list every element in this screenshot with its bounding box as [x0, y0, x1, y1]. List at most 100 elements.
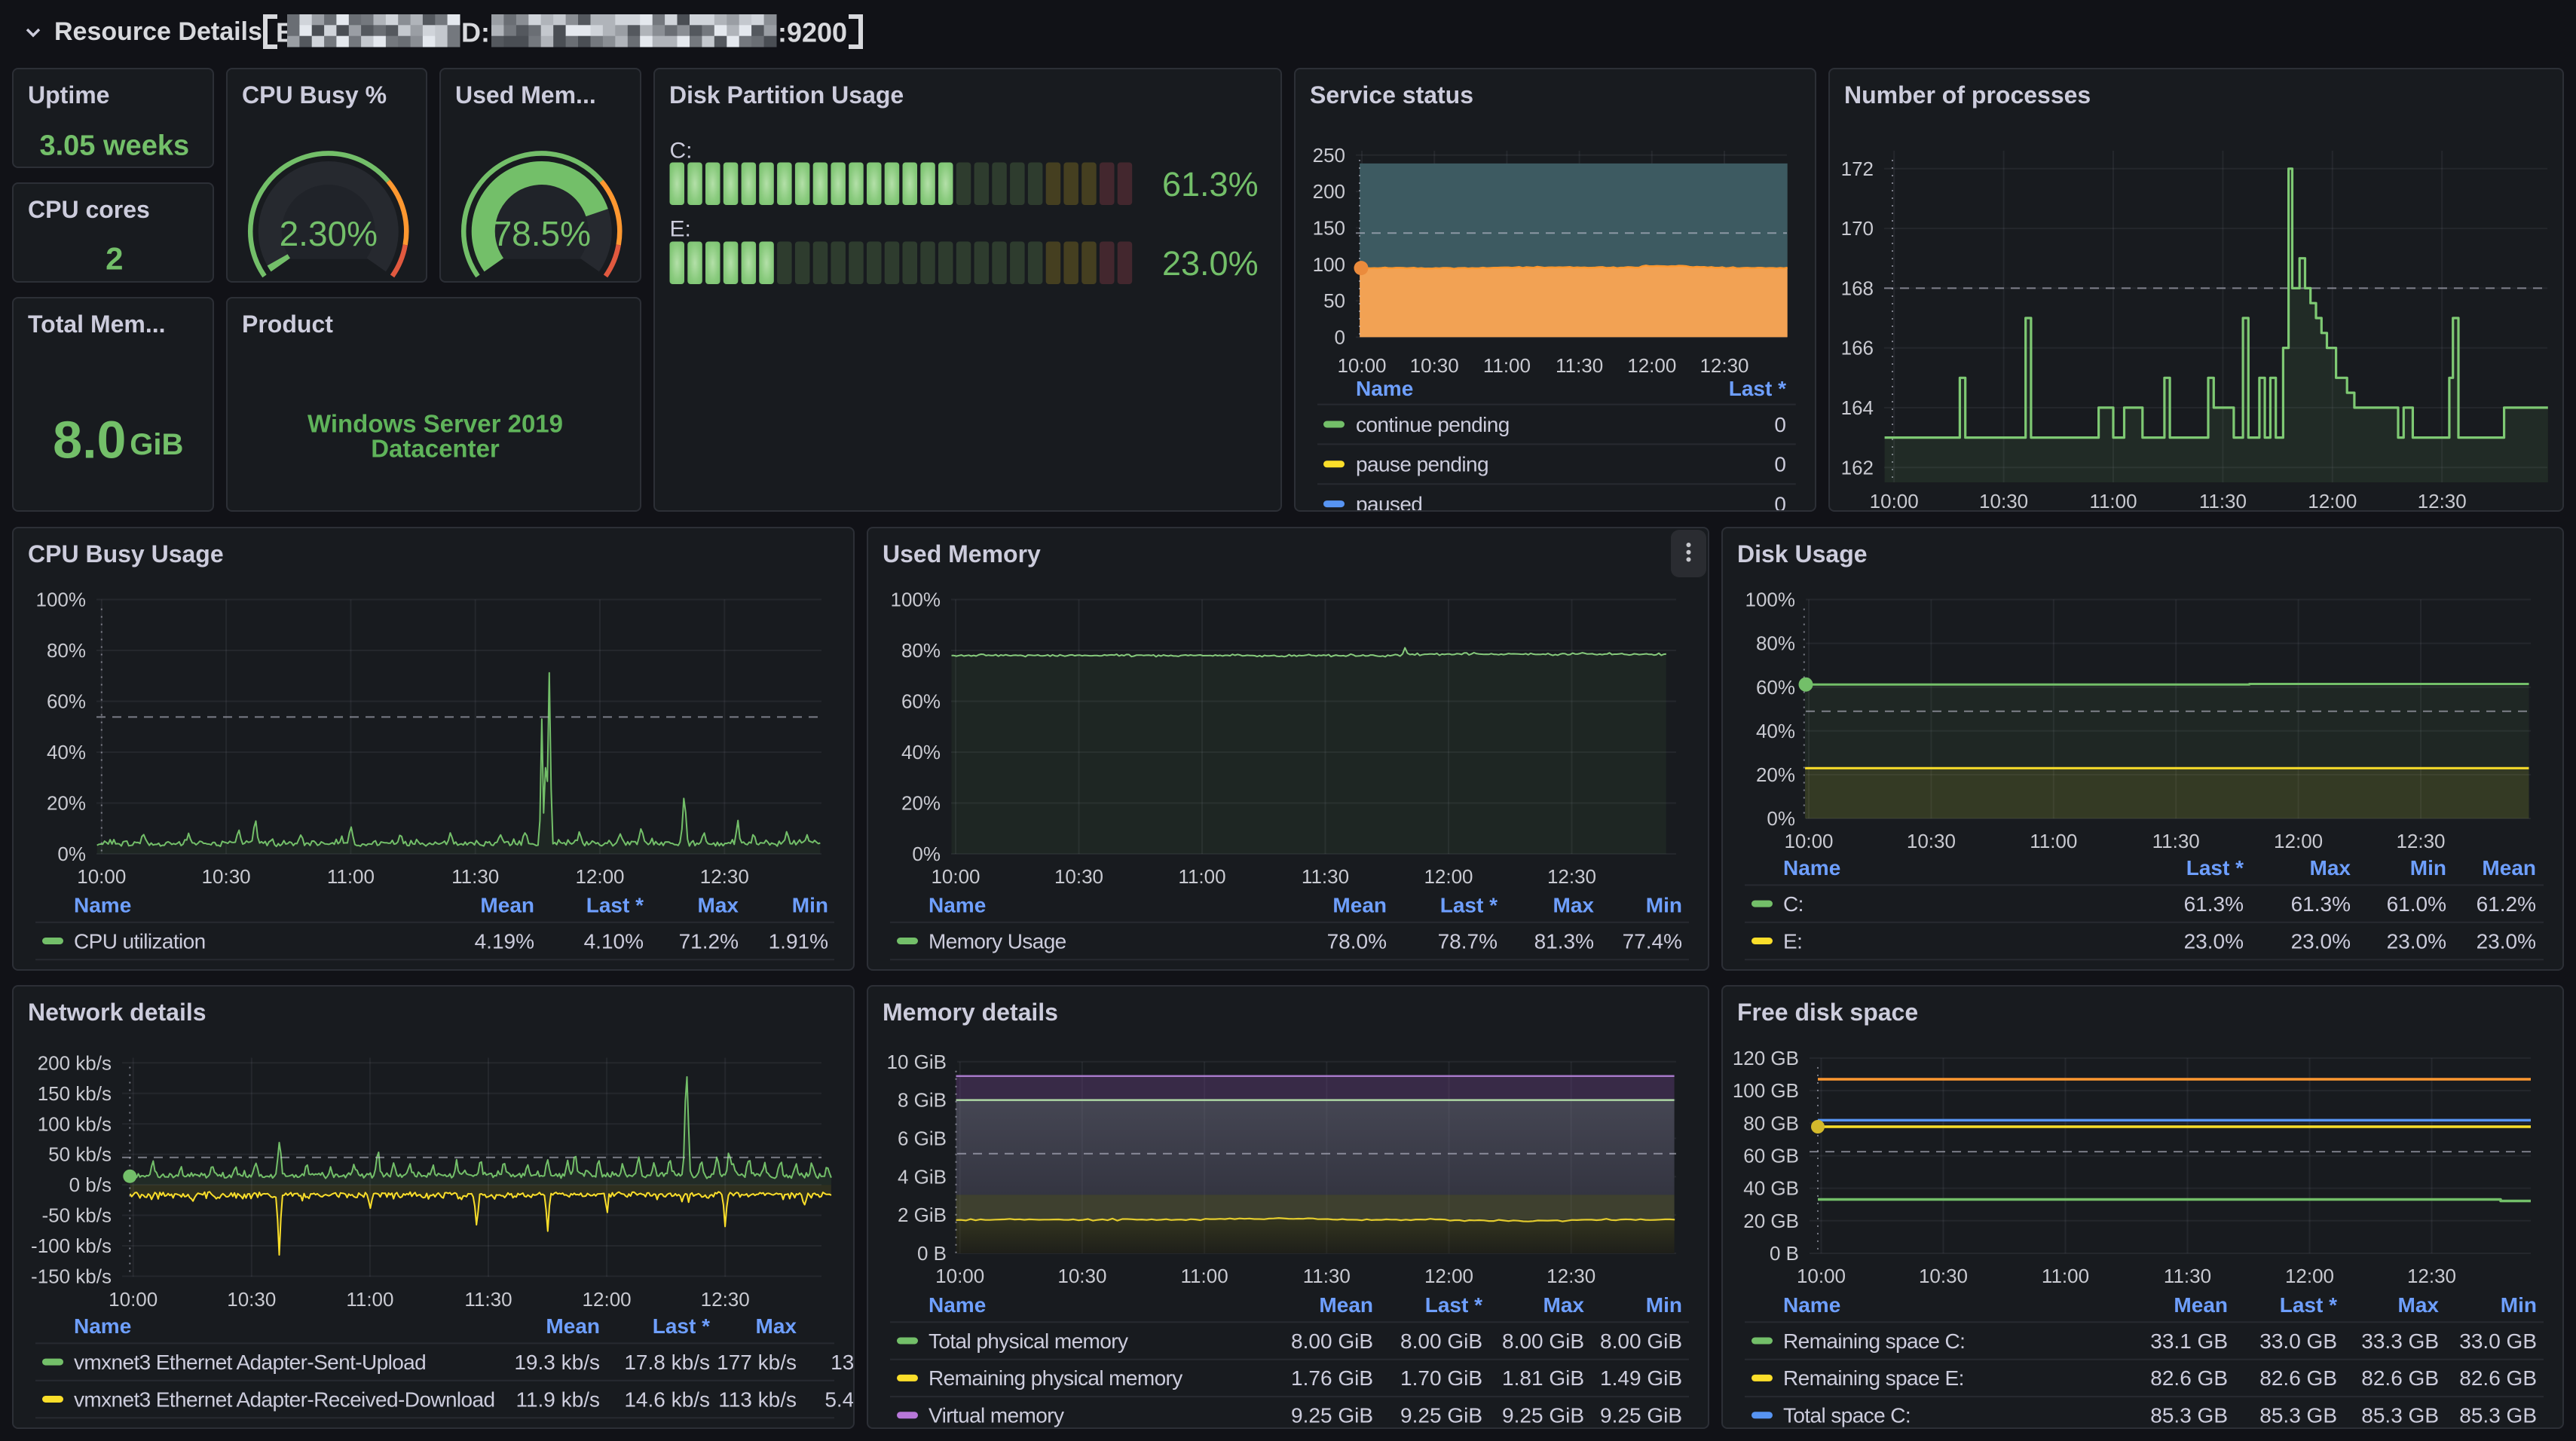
svg-text:20%: 20%	[901, 791, 941, 814]
svg-text:40 GB: 40 GB	[1743, 1176, 1799, 1199]
svg-text:9.25 GiB: 9.25 GiB	[1502, 1403, 1584, 1427]
svg-text:4.10%: 4.10%	[584, 929, 644, 953]
svg-text:11:30: 11:30	[1556, 354, 1603, 377]
svg-text:Name: Name	[929, 893, 986, 916]
svg-text:Disk Partition Usage: Disk Partition Usage	[669, 81, 904, 109]
svg-text:Name: Name	[1783, 1293, 1840, 1316]
svg-text:10:00: 10:00	[1869, 490, 1918, 512]
svg-text:Total space C:: Total space C:	[1783, 1403, 1911, 1427]
svg-text:6 GiB: 6 GiB	[898, 1127, 947, 1149]
svg-text:Windows Server 2019: Windows Server 2019	[307, 410, 562, 438]
svg-text:113 kb/s: 113 kb/s	[718, 1387, 797, 1411]
svg-text:Mean: Mean	[1332, 893, 1387, 916]
svg-text:vmxnet3 Ethernet Adapter-Recei: vmxnet3 Ethernet Adapter-Received-Downlo…	[74, 1387, 494, 1411]
svg-text:166: 166	[1840, 337, 1873, 359]
svg-text:CPU utilization: CPU utilization	[74, 929, 206, 953]
svg-text:11:30: 11:30	[2199, 490, 2247, 512]
svg-text::9200: :9200	[778, 17, 847, 48]
svg-text:E:: E:	[1783, 929, 1802, 953]
svg-text:12:00: 12:00	[1424, 1265, 1473, 1287]
svg-text:11:00: 11:00	[2042, 1265, 2089, 1287]
svg-text:Number of processes: Number of processes	[1844, 81, 2091, 109]
svg-text:Used Memory: Used Memory	[883, 540, 1041, 568]
svg-text:Name: Name	[929, 1293, 986, 1316]
svg-text:8.0: 8.0	[53, 411, 126, 470]
svg-text:100 GB: 100 GB	[1733, 1079, 1799, 1102]
svg-text:-150 kb/s: -150 kb/s	[31, 1265, 112, 1287]
svg-text:Mean: Mean	[2482, 855, 2536, 879]
svg-text:10:30: 10:30	[227, 1288, 276, 1311]
svg-text:Mean: Mean	[2174, 1293, 2228, 1316]
svg-text:C:: C:	[1783, 892, 1804, 915]
svg-text:1.76 GiB: 1.76 GiB	[1291, 1366, 1373, 1390]
svg-text:0 b/s: 0 b/s	[69, 1173, 112, 1196]
svg-text:0: 0	[1774, 492, 1786, 512]
svg-text:78.7%: 78.7%	[1438, 929, 1498, 953]
svg-text:8 GiB: 8 GiB	[898, 1088, 947, 1111]
svg-text:11:30: 11:30	[2152, 830, 2200, 852]
svg-text:11:30: 11:30	[2164, 1265, 2211, 1287]
svg-text:10:00: 10:00	[1337, 354, 1386, 377]
svg-text:61.3%: 61.3%	[2184, 892, 2244, 915]
svg-text:33.1 GB: 33.1 GB	[2150, 1329, 2228, 1352]
svg-text:12:30: 12:30	[701, 1288, 750, 1311]
svg-text:85.3 GB: 85.3 GB	[2361, 1403, 2439, 1427]
svg-text:Max: Max	[1553, 893, 1595, 916]
svg-text:61.0%: 61.0%	[2387, 892, 2446, 915]
svg-text:CPU cores: CPU cores	[28, 196, 150, 223]
svg-text:85.3 GB: 85.3 GB	[2150, 1403, 2228, 1427]
svg-text:Name: Name	[1356, 377, 1413, 400]
svg-text:Uptime: Uptime	[28, 81, 109, 109]
svg-text:pause pending: pause pending	[1356, 453, 1488, 476]
svg-text:150: 150	[1313, 217, 1345, 240]
svg-text:Min: Min	[1646, 1293, 1682, 1316]
svg-text:Last *: Last *	[1440, 893, 1498, 916]
svg-text:Remaining space C:: Remaining space C:	[1783, 1329, 1965, 1352]
svg-text:12:00: 12:00	[575, 865, 624, 888]
svg-text:vmxnet3 Ethernet Adapter-Sent-: vmxnet3 Ethernet Adapter-Sent-Upload	[74, 1350, 426, 1373]
svg-text:20%: 20%	[47, 791, 86, 814]
svg-text:12:30: 12:30	[700, 865, 749, 888]
svg-text:11:30: 11:30	[464, 1288, 512, 1311]
svg-text:continue pending: continue pending	[1356, 413, 1510, 436]
svg-text:2.30%: 2.30%	[279, 214, 377, 253]
svg-text:Total Mem...: Total Mem...	[28, 311, 166, 338]
svg-text:9.25 GiB: 9.25 GiB	[1600, 1403, 1682, 1427]
svg-text:12:30: 12:30	[2417, 490, 2466, 512]
svg-text:Max: Max	[698, 893, 739, 916]
svg-text:8.00 GiB: 8.00 GiB	[1600, 1329, 1682, 1352]
svg-text:23.0%: 23.0%	[2184, 929, 2244, 953]
svg-text:E:: E:	[669, 217, 690, 242]
svg-text:10:30: 10:30	[202, 865, 251, 888]
svg-text:Min: Min	[2501, 1293, 2537, 1316]
svg-text:10:30: 10:30	[1410, 354, 1459, 377]
svg-text:12:00: 12:00	[1424, 865, 1473, 888]
svg-text:11:00: 11:00	[346, 1288, 393, 1311]
svg-text:81.3%: 81.3%	[1534, 929, 1594, 953]
svg-text:50 kb/s: 50 kb/s	[48, 1143, 112, 1165]
svg-text:11:30: 11:30	[1303, 1265, 1351, 1287]
svg-text:12:00: 12:00	[2308, 490, 2357, 512]
svg-text:60%: 60%	[47, 690, 86, 712]
svg-text:Mean: Mean	[546, 1314, 600, 1337]
svg-text:40%: 40%	[47, 741, 86, 763]
svg-text:11:00: 11:00	[2089, 490, 2137, 512]
svg-text:80%: 80%	[901, 639, 941, 662]
svg-text:50: 50	[1323, 289, 1345, 312]
svg-text:0: 0	[1774, 413, 1786, 436]
svg-text:2: 2	[106, 241, 123, 277]
svg-text:C:: C:	[669, 139, 692, 164]
svg-text:12:00: 12:00	[1627, 354, 1676, 377]
svg-text:200 kb/s: 200 kb/s	[38, 1051, 112, 1074]
svg-text:12:30: 12:30	[2396, 830, 2445, 852]
svg-text:4 GiB: 4 GiB	[898, 1165, 947, 1188]
svg-text:0%: 0%	[912, 843, 941, 865]
svg-text:2 GiB: 2 GiB	[898, 1204, 947, 1226]
svg-text:10:30: 10:30	[1907, 830, 1956, 852]
svg-text:100%: 100%	[1745, 588, 1796, 610]
svg-text:82.6 GB: 82.6 GB	[2259, 1366, 2337, 1390]
svg-text:11:00: 11:00	[2030, 830, 2077, 852]
svg-text:Memory Usage: Memory Usage	[929, 929, 1066, 953]
svg-text:12:30: 12:30	[1547, 865, 1596, 888]
svg-text:0%: 0%	[1767, 807, 1795, 830]
